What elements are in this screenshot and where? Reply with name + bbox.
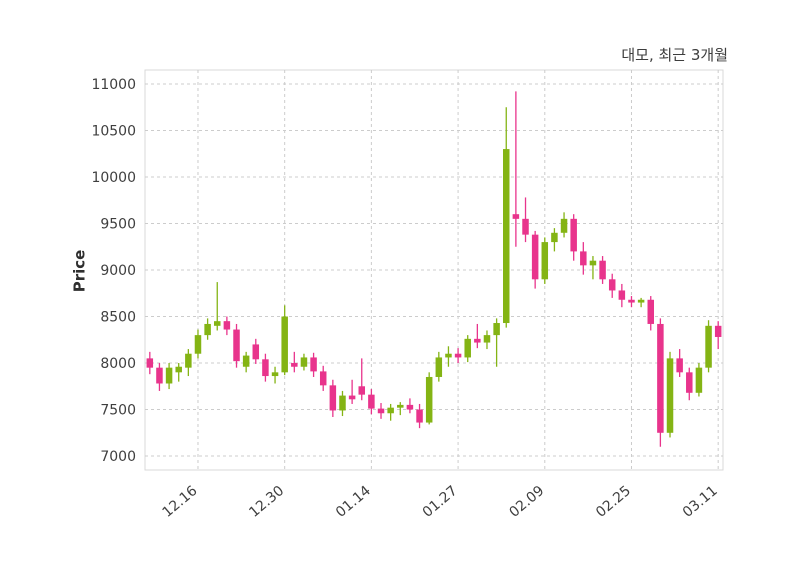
candle-body — [512, 214, 520, 219]
candle-body — [377, 408, 385, 414]
candle-body — [214, 321, 221, 326]
candle-body — [271, 372, 279, 377]
y-tick-label: 9500 — [100, 216, 136, 232]
candle-body — [608, 279, 616, 291]
candle-body — [666, 358, 674, 433]
candle-body — [175, 366, 182, 373]
y-tick-label: 9000 — [100, 263, 136, 279]
candle-body — [705, 325, 712, 368]
y-tick-label: 8500 — [100, 310, 136, 326]
x-tick-label: 02.09 — [506, 483, 547, 521]
candle-body — [348, 395, 356, 400]
candle-body — [541, 242, 549, 280]
x-tick-label: 12.16 — [160, 483, 201, 521]
candle-body — [300, 357, 308, 367]
candle-body — [695, 367, 703, 393]
candle-body — [425, 376, 433, 423]
candle-body — [416, 409, 423, 423]
candle-body — [387, 407, 394, 414]
candle-body — [368, 394, 375, 409]
y-tick-label: 10500 — [91, 123, 136, 139]
candle-body — [185, 353, 192, 368]
candle-body — [252, 344, 260, 360]
y-tick-label: 10000 — [91, 170, 136, 186]
candle-body — [551, 232, 558, 243]
candle-body — [454, 353, 462, 358]
candle-body — [483, 335, 491, 343]
y-tick-label: 11000 — [91, 77, 136, 93]
x-tick-label: 01.14 — [333, 483, 374, 521]
candle-body — [618, 290, 626, 300]
candle-body — [464, 338, 471, 358]
candle-body — [493, 323, 500, 336]
candle-body — [291, 363, 298, 367]
candle-body — [397, 404, 404, 408]
candle-body — [339, 395, 346, 411]
candle-body — [194, 335, 202, 354]
candle-body — [676, 358, 683, 373]
candle-body — [406, 404, 414, 410]
candle-body — [647, 299, 654, 324]
candle-body — [686, 372, 693, 393]
chart-title: 대모, 최근 3개월 — [621, 46, 728, 64]
candle-body — [580, 251, 587, 266]
x-tick-label: 03.11 — [680, 483, 721, 521]
candle-body — [435, 357, 443, 377]
candle-body — [570, 218, 577, 252]
candle-body — [165, 367, 173, 384]
candle-body — [146, 358, 154, 368]
candle-body — [156, 367, 163, 384]
candle-body — [204, 323, 211, 336]
candle-body — [531, 234, 539, 280]
candle-body — [522, 218, 529, 235]
candle-body — [628, 299, 635, 303]
candle-body — [714, 325, 722, 337]
y-tick-label: 8000 — [100, 356, 136, 372]
candle-body — [262, 359, 269, 377]
candle-body — [589, 260, 597, 266]
candle-body — [310, 357, 317, 372]
candle-body — [599, 260, 606, 280]
candle-body — [503, 149, 510, 324]
candle-body — [329, 385, 337, 411]
y-axis-label-text: Price — [70, 249, 89, 293]
candle-body — [657, 323, 664, 433]
x-tick-label: 12.30 — [246, 483, 287, 521]
x-tick-label: 02.25 — [593, 483, 634, 521]
x-tick-label: 01.27 — [420, 483, 461, 521]
candle-body — [281, 316, 288, 373]
candle-body — [637, 299, 645, 303]
candle-body — [233, 329, 240, 362]
candle-body — [319, 371, 327, 386]
y-tick-label: 7500 — [100, 403, 136, 419]
candle-body — [445, 353, 452, 358]
candle-body — [474, 338, 481, 343]
candle-body — [560, 218, 568, 233]
candle-body — [242, 355, 250, 367]
candle-body — [223, 321, 231, 330]
candle-body — [358, 386, 365, 395]
y-tick-label: 7000 — [100, 449, 136, 465]
